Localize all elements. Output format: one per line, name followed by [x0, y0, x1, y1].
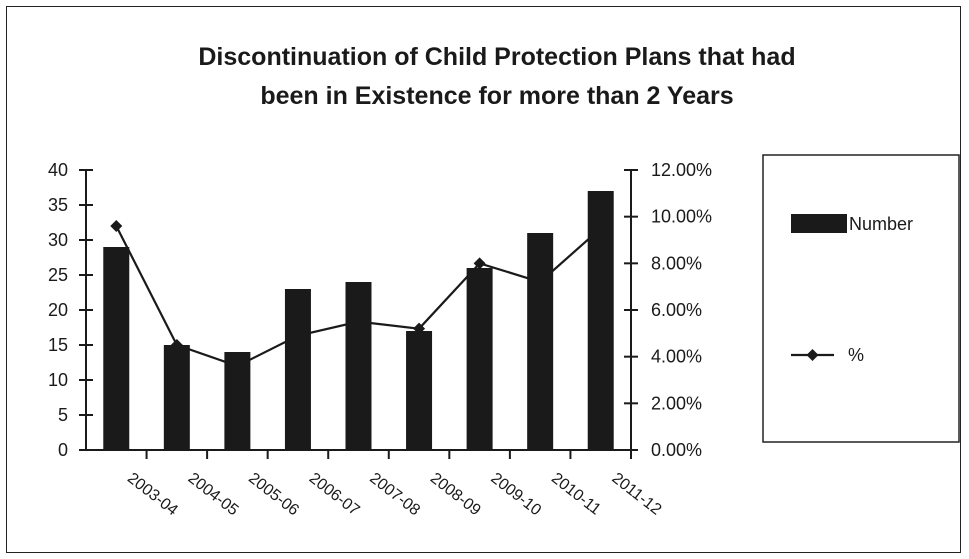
percent-point-2006-07 [291, 329, 304, 342]
x-tick-label: 2009-10 [487, 470, 544, 520]
y-right-tick-label: 8.00% [651, 253, 702, 273]
y-left-tick-label: 40 [48, 160, 68, 180]
y-right-tick-label: 6.00% [651, 300, 702, 320]
y-left-tick-label: 5 [58, 405, 68, 425]
percent-point-2003-04 [110, 220, 123, 232]
percent-point-2011-12 [594, 222, 607, 235]
bar-2004-05 [163, 345, 190, 450]
bar-2007-08 [345, 282, 372, 450]
bar-2009-10 [466, 268, 493, 450]
y-left-tick-label: 15 [48, 335, 68, 355]
chart-title-line-2: been in Existence for more than 2 Years [260, 82, 733, 110]
percent-point-2008-09 [413, 322, 426, 335]
x-tick-label: 2007-08 [366, 470, 423, 520]
percent-point-2005-06 [231, 360, 244, 372]
x-tick-label: 2008-09 [427, 470, 484, 520]
y-left-tick-label: 0 [58, 440, 68, 460]
y-right-tick-label: 10.00% [651, 207, 712, 227]
y-right-tick-label: 4.00% [651, 347, 702, 367]
chart-title-line-1: Discontinuation of Child Protection Plan… [198, 43, 795, 71]
percent-point-2009-10 [473, 257, 486, 270]
legend-box [762, 154, 960, 443]
y-right-tick-label: 2.00% [651, 393, 702, 413]
percent-point-2010-11 [534, 276, 547, 288]
bar-2006-07 [284, 289, 311, 450]
x-tick-label: 2005-06 [245, 470, 302, 520]
y-left-tick-label: 20 [48, 300, 68, 320]
y-right-tick-label: 12.00% [651, 160, 712, 180]
legend-number-swatch [791, 214, 847, 233]
x-tick-label: 2003-04 [124, 470, 181, 520]
y-left-tick-label: 10 [48, 370, 68, 390]
y-right-tick-label: 0.00% [651, 440, 702, 460]
percent-point-2007-08 [352, 315, 365, 328]
legend-number-label: Number [849, 214, 913, 234]
x-tick-label: 2011-12 [609, 470, 665, 519]
x-tick-label: 2010-11 [548, 470, 604, 519]
x-tick-label: 2004-05 [185, 470, 242, 520]
percent-point-2004-05 [170, 339, 183, 351]
bar-2008-09 [406, 331, 433, 450]
x-tick-label: 2006-07 [306, 470, 363, 520]
y-left-tick-label: 35 [48, 195, 68, 215]
legend-percent-label: % [848, 345, 864, 365]
legend-percent-marker [806, 349, 819, 361]
y-left-tick-label: 30 [48, 230, 68, 250]
bar-2010-11 [527, 233, 554, 450]
plot-area: 0 5 10 15 20 25 30 35 40 0.00% 2.00% 4.00% 6.00% 8.00… [48, 160, 712, 519]
bar-2003-04 [103, 247, 130, 450]
y-left-tick-label: 25 [48, 265, 68, 285]
